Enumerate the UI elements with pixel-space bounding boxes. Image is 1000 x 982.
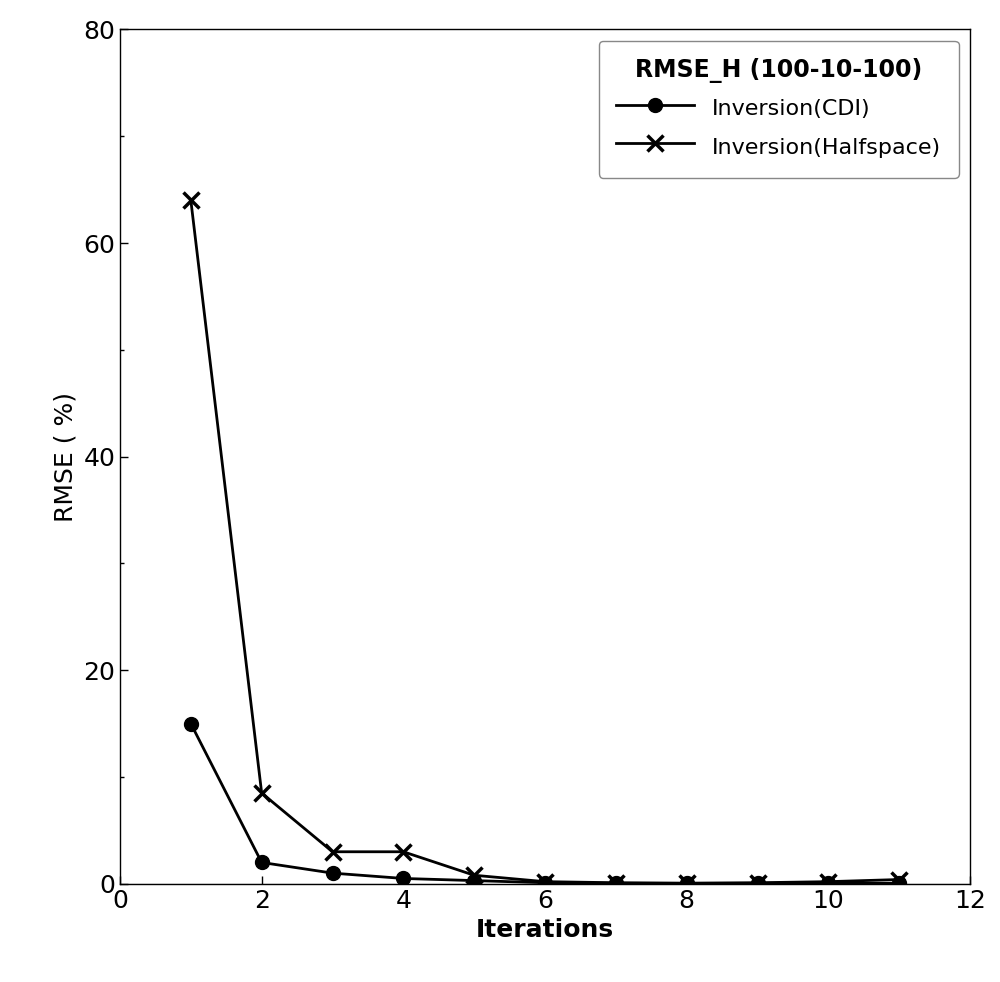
Inversion(CDI)	[752, 877, 764, 889]
Inversion(Halfspace)	[752, 877, 764, 889]
Inversion(Halfspace)	[397, 846, 409, 857]
Inversion(Halfspace)	[185, 194, 197, 206]
Inversion(Halfspace)	[681, 877, 693, 889]
Inversion(Halfspace)	[256, 788, 268, 799]
Inversion(Halfspace)	[893, 874, 905, 886]
Inversion(CDI)	[610, 877, 622, 889]
Inversion(CDI)	[468, 875, 480, 887]
Inversion(Halfspace)	[822, 876, 834, 888]
X-axis label: Iterations: Iterations	[476, 918, 614, 942]
Inversion(Halfspace)	[468, 869, 480, 881]
Legend: Inversion(CDI), Inversion(Halfspace): Inversion(CDI), Inversion(Halfspace)	[599, 40, 959, 178]
Inversion(CDI)	[822, 877, 834, 889]
Inversion(CDI)	[681, 877, 693, 889]
Inversion(Halfspace)	[610, 877, 622, 889]
Inversion(CDI)	[256, 856, 268, 868]
Inversion(CDI)	[893, 877, 905, 889]
Inversion(CDI)	[326, 867, 338, 879]
Line: Inversion(Halfspace): Inversion(Halfspace)	[182, 192, 908, 892]
Inversion(CDI)	[397, 873, 409, 885]
Y-axis label: RMSE ( %): RMSE ( %)	[54, 392, 78, 521]
Inversion(CDI)	[185, 718, 197, 730]
Inversion(CDI)	[539, 877, 551, 889]
Inversion(Halfspace)	[326, 846, 338, 857]
Line: Inversion(CDI): Inversion(CDI)	[184, 717, 906, 891]
Inversion(Halfspace)	[539, 876, 551, 888]
